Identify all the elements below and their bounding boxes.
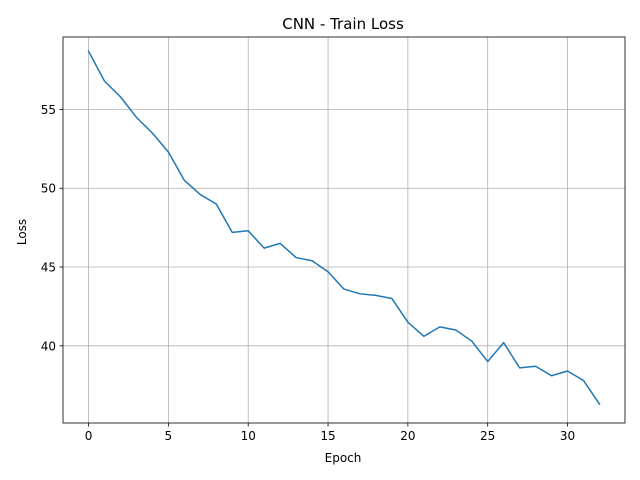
- y-axis-title: Loss: [15, 219, 29, 245]
- x-tick-label: 30: [560, 429, 575, 443]
- series-line: [87, 50, 601, 406]
- x-tick-label: 15: [320, 429, 335, 443]
- y-tick-label: 55: [41, 103, 56, 117]
- y-tick-label: 50: [41, 182, 56, 196]
- axes-frame: [62, 36, 626, 424]
- x-tick-label: 25: [480, 429, 495, 443]
- grid-lines: [63, 37, 625, 423]
- chart-title: CNN - Train Loss: [282, 15, 404, 33]
- y-axis-ticks: 40 45 50 55: [41, 103, 63, 353]
- x-axis-ticks: 0 5 10 15 20 25 30: [85, 423, 575, 443]
- x-tick-label: 20: [400, 429, 415, 443]
- x-tick-label: 5: [165, 429, 173, 443]
- x-tick-label: 10: [241, 429, 256, 443]
- y-tick-label: 40: [41, 339, 56, 353]
- series-group: [87, 50, 601, 406]
- x-axis-title: Epoch: [325, 451, 362, 465]
- y-tick-label: 45: [41, 261, 56, 275]
- x-tick-label: 0: [85, 429, 93, 443]
